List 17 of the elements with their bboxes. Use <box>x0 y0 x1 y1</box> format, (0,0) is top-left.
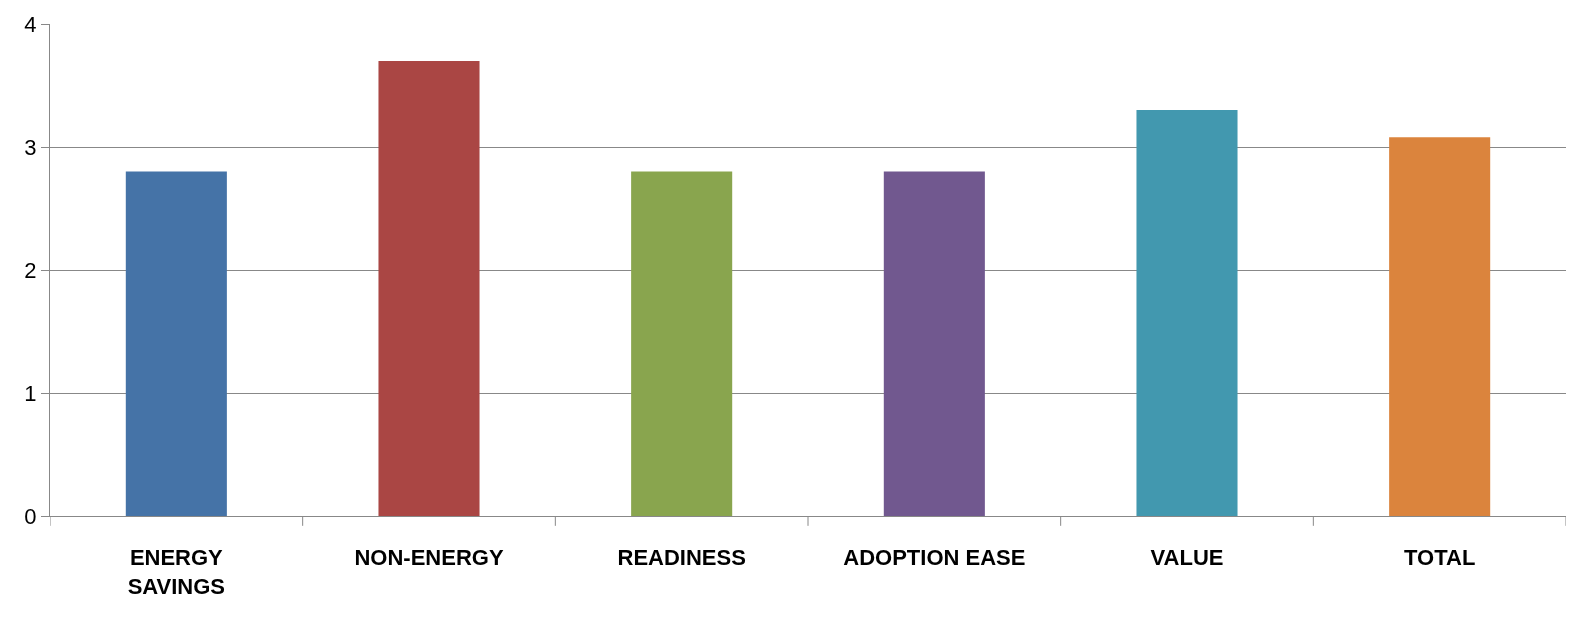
x-tick-label: ENERGY SAVINGS <box>127 545 226 599</box>
y-tick-label: 3 <box>24 134 37 160</box>
x-tick-label: READINESS <box>617 545 746 571</box>
y-tick-label: 0 <box>24 503 37 529</box>
bar <box>378 60 480 516</box>
x-tick-label: TOTAL <box>1404 545 1476 571</box>
y-tick-label: 1 <box>24 380 37 406</box>
x-tick-label: NON-ENERGY <box>354 545 504 571</box>
y-tick-label: 2 <box>24 257 37 283</box>
bar <box>1389 137 1491 516</box>
bar <box>1136 110 1238 516</box>
y-tick-label: 4 <box>24 11 37 37</box>
x-tick-label: ADOPTION EASE <box>843 545 1026 571</box>
bar <box>631 171 733 516</box>
bar <box>883 171 985 516</box>
bar <box>125 171 227 516</box>
x-tick-label: VALUE <box>1150 545 1224 571</box>
